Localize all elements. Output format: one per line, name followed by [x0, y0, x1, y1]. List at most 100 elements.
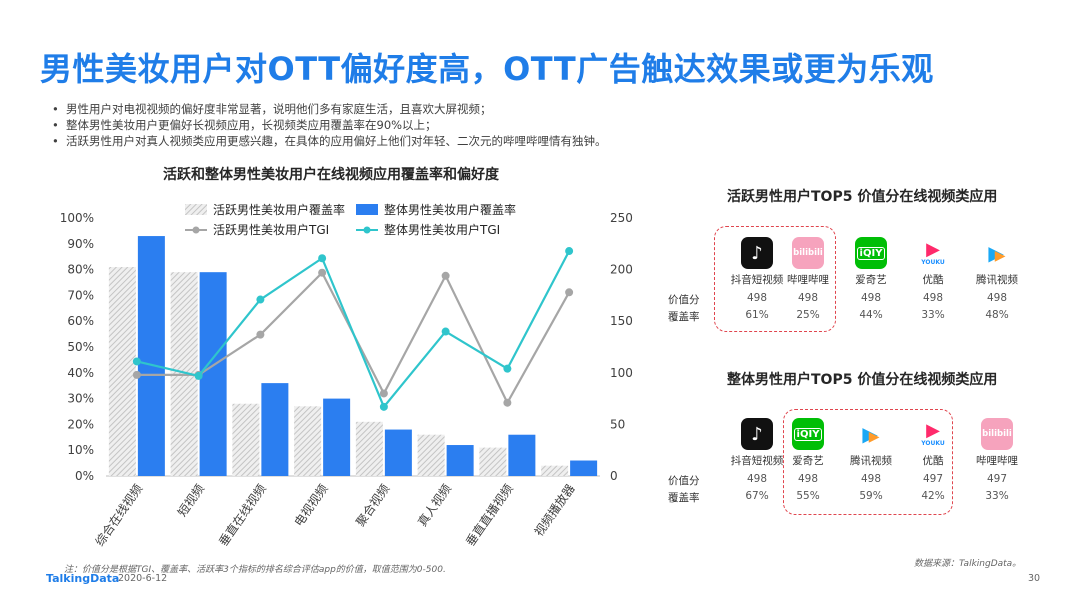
bar-active-coverage — [417, 434, 445, 476]
bar-total-coverage — [570, 460, 598, 476]
report-date: 2020-6-12 — [118, 573, 168, 584]
y-left-tick-label: 70% — [67, 288, 94, 302]
point-total-tgi — [503, 364, 512, 373]
tencent-video-icon: ▶ ▶ — [841, 418, 901, 450]
app-card: ▶ ▶ 腾讯视频 — [841, 418, 901, 468]
value-score: 497 — [922, 473, 944, 485]
y-left-tick-label: 50% — [67, 340, 94, 354]
bar-total-coverage — [384, 429, 412, 476]
coverage-rate: 67% — [745, 490, 769, 502]
value-score: 498 — [797, 473, 819, 485]
value-score: 498 — [797, 292, 819, 304]
legend-swatch-total-coverage — [356, 204, 378, 215]
app-name: 抖音短视频 — [730, 274, 784, 286]
app-card: bilibili 哔哩哔哩 — [778, 237, 838, 287]
y-right-tick-label: 250 — [610, 211, 633, 225]
douyin-icon: ♪ — [727, 237, 787, 269]
row-label-score: 价值分 — [668, 294, 700, 306]
x-tick-label: 垂直在线视频 — [215, 481, 269, 549]
x-tick-label: 视频播放器 — [531, 481, 578, 539]
point-active-tgi — [565, 288, 574, 297]
app-name: 抖音短视频 — [730, 455, 784, 467]
coverage-rate: 44% — [859, 309, 883, 321]
legend-label: 活跃男性美妆用户TGI — [213, 222, 329, 237]
app-card: ▶ ▶ 腾讯视频 — [967, 237, 1027, 287]
footnote: 注：价值分是根据TGI、覆盖率、活跃率3个指标的排名综合评估app的价值，取值范… — [64, 565, 446, 575]
y-left-tick-label: 40% — [67, 366, 94, 380]
point-active-tgi — [379, 389, 388, 398]
app-name: 优酷 — [922, 455, 944, 467]
point-active-tgi — [503, 398, 512, 407]
point-active-tgi — [132, 370, 141, 379]
app-name: 哔哩哔哩 — [787, 274, 829, 286]
bar-total-coverage — [261, 383, 289, 476]
bilibili-icon: bilibili — [778, 237, 838, 269]
y-left-tick-label: 90% — [67, 237, 94, 251]
coverage-rate: 25% — [796, 309, 820, 321]
app-name: 爱奇艺 — [855, 274, 887, 286]
bullet-item: 整体男性美妆用户更偏好长视频应用，长视频类应用覆盖率在90%以上； — [52, 117, 607, 133]
point-total-tgi — [379, 402, 388, 411]
legend-swatch-marker — [192, 226, 200, 234]
x-tick-label: 短视频 — [174, 481, 207, 519]
coverage-rate: 33% — [921, 309, 945, 321]
point-total-tgi — [256, 295, 265, 304]
iqiyi-icon: iQIY — [841, 237, 901, 269]
app-card: ▶ YOUKU 优酷 — [903, 418, 963, 468]
value-score: 498 — [746, 292, 768, 304]
y-left-tick-label: 60% — [67, 314, 94, 328]
y-right-tick-label: 100 — [610, 366, 633, 380]
value-score: 497 — [986, 473, 1008, 485]
app-card: ♪ 抖音短视频 — [727, 237, 787, 287]
app-card: iQIY 爱奇艺 — [778, 418, 838, 468]
app-name: 爱奇艺 — [792, 455, 824, 467]
app-name: 优酷 — [922, 274, 944, 286]
value-score: 498 — [922, 292, 944, 304]
coverage-rate: 61% — [745, 309, 769, 321]
bar-active-coverage — [108, 267, 136, 476]
x-tick-label: 聚合视频 — [353, 481, 393, 529]
coverage-rate: 33% — [985, 490, 1009, 502]
y-left-tick-label: 100% — [60, 211, 94, 225]
x-tick-label: 电视视频 — [291, 481, 331, 529]
x-tick-label: 真人视频 — [414, 481, 454, 529]
y-left-tick-label: 10% — [67, 443, 94, 457]
point-total-tgi — [318, 254, 327, 263]
highlight-box-active — [714, 226, 836, 332]
coverage-rate: 42% — [921, 490, 945, 502]
y-right-tick-label: 150 — [610, 314, 633, 328]
point-active-tgi — [256, 330, 265, 339]
bar-total-coverage — [446, 445, 474, 476]
page-number: 30 — [1028, 573, 1041, 584]
app-name: 腾讯视频 — [850, 455, 892, 467]
douyin-icon: ♪ — [727, 418, 787, 450]
y-left-tick-label: 30% — [67, 392, 94, 406]
bar-total-coverage — [137, 236, 165, 476]
app-name: 哔哩哔哩 — [976, 455, 1018, 467]
point-active-tgi — [318, 268, 327, 277]
youku-icon: ▶ YOUKU — [903, 237, 963, 269]
y-left-tick-label: 80% — [67, 263, 94, 277]
coverage-rate: 59% — [859, 490, 883, 502]
iqiyi-icon: iQIY — [778, 418, 838, 450]
bar-active-coverage — [541, 465, 569, 476]
bar-active-coverage — [479, 447, 507, 476]
value-score: 498 — [986, 292, 1008, 304]
app-card: iQIY 爱奇艺 — [841, 237, 901, 287]
coverage-tgi-chart: 0% 10% 20% 30% 40% 50% 60% 70% 80% 90% 100% 0 50 100 1… — [60, 202, 633, 549]
value-score: 498 — [860, 292, 882, 304]
app-card: ♪ 抖音短视频 — [727, 418, 787, 468]
youku-icon: ▶ YOUKU — [903, 418, 963, 450]
bilibili-icon: bilibili — [967, 418, 1027, 450]
legend-label: 整体男性美妆用户覆盖率 — [384, 202, 516, 217]
summary-bullets: 男性用户对电视视频的偏好度非常显著，说明他们多有家庭生活，且喜欢大屏视频； 整体… — [52, 101, 607, 149]
bar-total-coverage — [199, 272, 227, 476]
bullet-item: 男性用户对电视视频的偏好度非常显著，说明他们多有家庭生活，且喜欢大屏视频； — [52, 101, 607, 117]
app-card: ▶ YOUKU 优酷 — [903, 237, 963, 287]
y-left-tick-label: 0% — [75, 469, 94, 483]
data-source: 数据来源：TalkingData。 — [914, 559, 1022, 569]
point-total-tgi — [565, 247, 574, 256]
value-score: 498 — [860, 473, 882, 485]
y-right-tick-label: 200 — [610, 263, 633, 277]
value-score: 498 — [746, 473, 768, 485]
